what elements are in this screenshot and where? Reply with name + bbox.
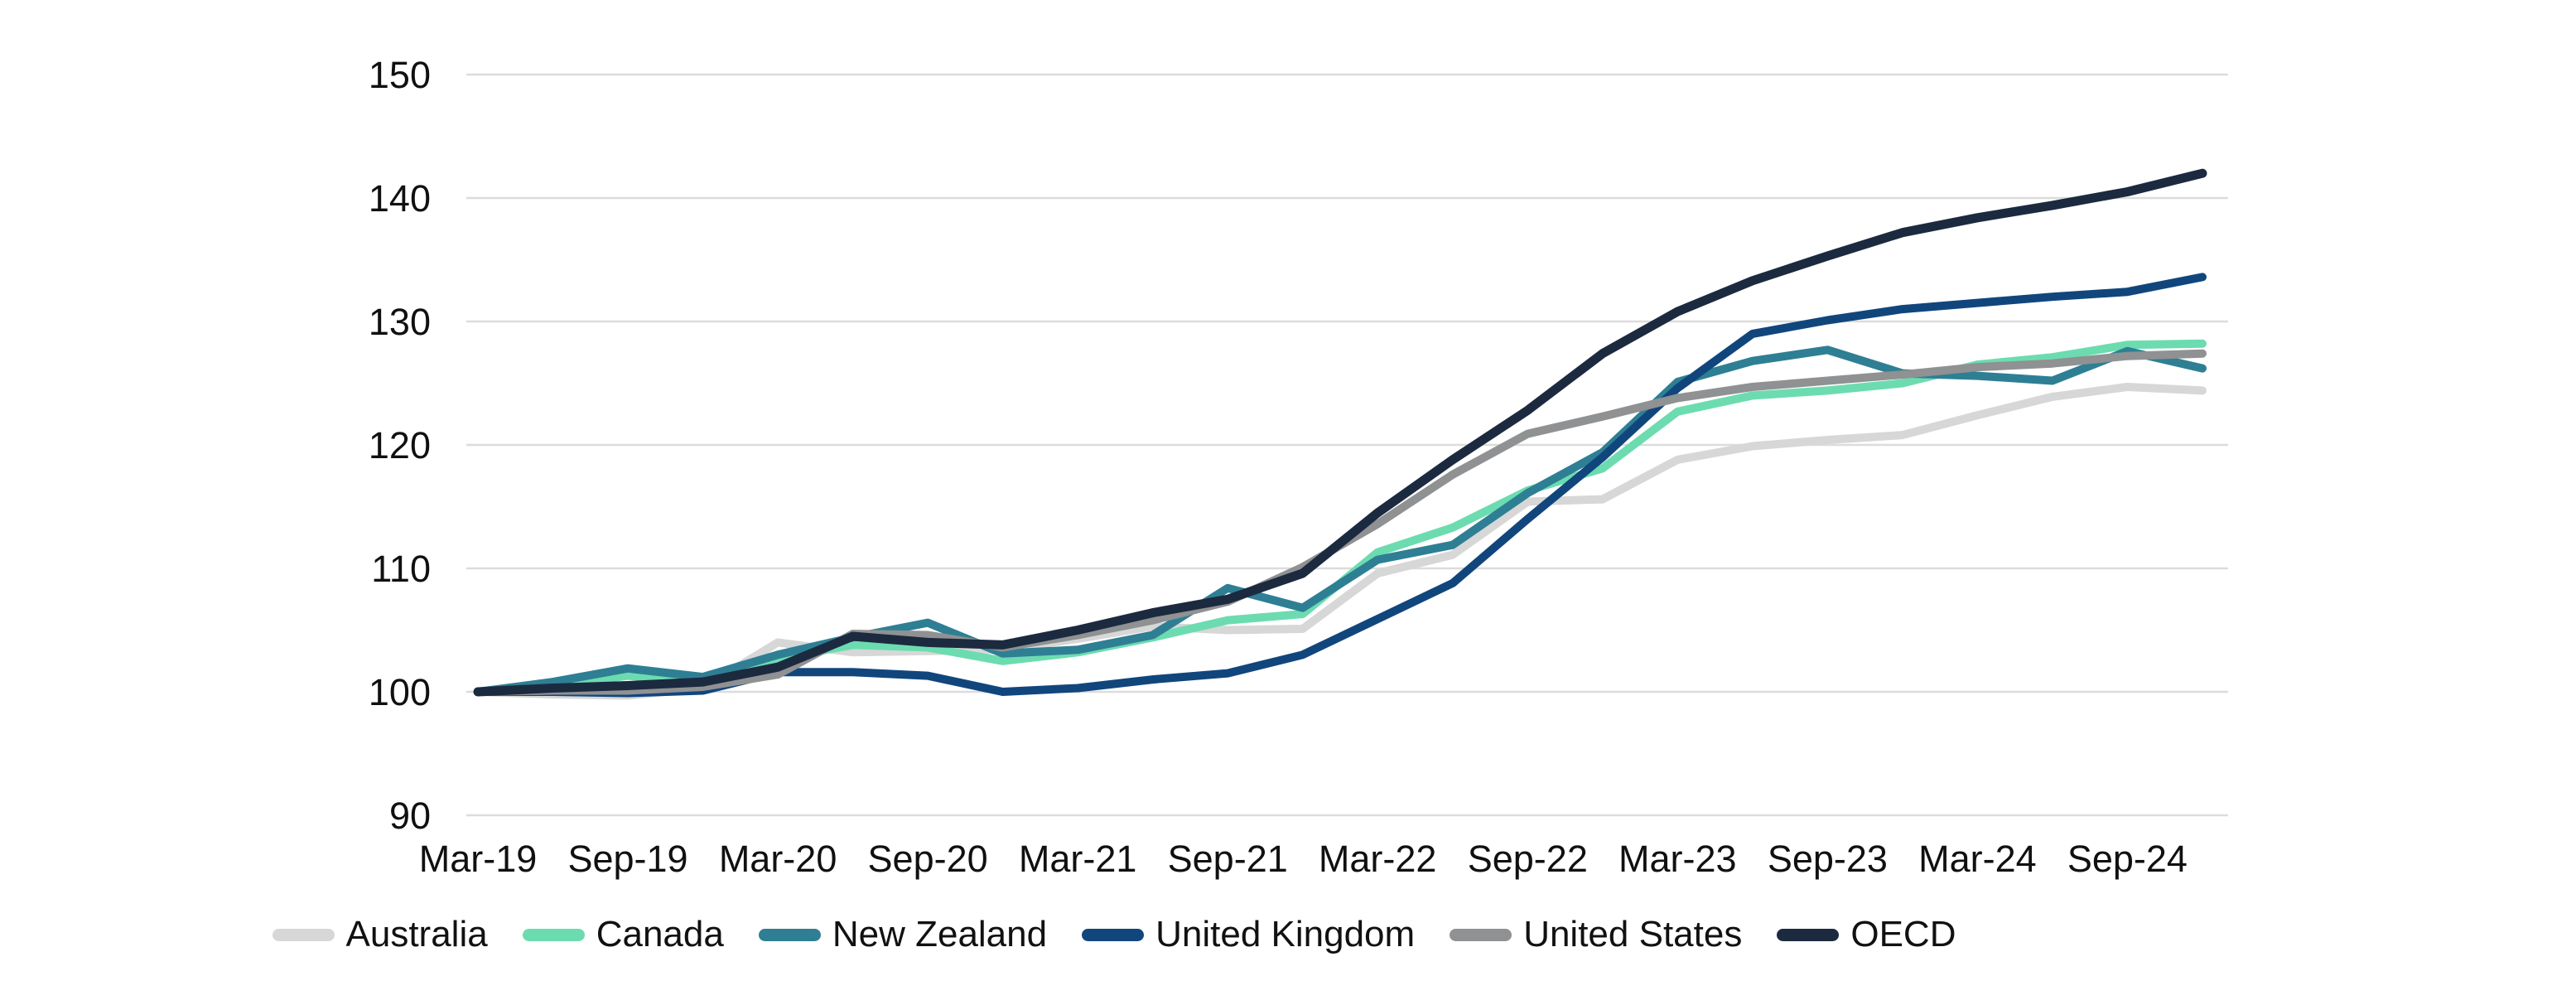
x-tick-label-mar-21: Mar-21 — [1019, 838, 1137, 880]
y-tick-label-90: 90 — [389, 795, 431, 837]
series-line-oecd — [473, 168, 2207, 697]
y-tick-label-120: 120 — [369, 424, 431, 466]
legend-item-oecd: OECD — [1777, 914, 1956, 955]
legend-swatch-australia — [272, 928, 335, 941]
legend-label-canada: Canada — [596, 914, 724, 954]
legend-swatch-united-states — [1450, 928, 1512, 941]
series-line-united-kingdom — [474, 273, 2207, 698]
y-tick-label-110: 110 — [371, 548, 431, 590]
legend-label-united-kingdom: United Kingdom — [1155, 914, 1416, 954]
x-tick-label-mar-23: Mar-23 — [1618, 838, 1737, 880]
x-tick-label-sep-22: Sep-22 — [1468, 838, 1588, 880]
legend-item-australia: Australia — [272, 914, 488, 955]
legend-label-united-states: United States — [1523, 914, 1743, 954]
y-tick-label-100: 100 — [369, 671, 431, 713]
x-tick-label-sep-23: Sep-23 — [1768, 838, 1888, 880]
legend-item-canada: Canada — [522, 914, 724, 955]
y-tick-label-140: 140 — [369, 177, 431, 220]
legend-swatch-canada — [522, 928, 585, 941]
legend-label-australia: Australia — [345, 914, 488, 954]
legend-swatch-oecd — [1777, 928, 1840, 941]
x-tick-label-mar-22: Mar-22 — [1319, 838, 1437, 880]
legend: Australia Canada New Zealand United Kingdom… — [0, 914, 2228, 955]
x-tick-label-sep-24: Sep-24 — [2067, 838, 2188, 880]
y-tick-label-130: 130 — [369, 301, 431, 343]
series-line-australia — [474, 383, 2207, 700]
x-tick-label-mar-19: Mar-19 — [419, 838, 538, 880]
x-tick-label-sep-20: Sep-20 — [868, 838, 988, 880]
legend-item-new-zealand: New Zealand — [758, 914, 1048, 955]
x-tick-label-sep-21: Sep-21 — [1168, 838, 1288, 880]
legend-label-oecd: OECD — [1850, 914, 1956, 954]
x-tick-label-mar-24: Mar-24 — [1918, 838, 2037, 880]
legend-swatch-united-kingdom — [1082, 928, 1145, 941]
legend-item-united-kingdom: United Kingdom — [1082, 914, 1415, 955]
legend-label-new-zealand: New Zealand — [832, 914, 1048, 954]
y-tick-label-150: 150 — [369, 54, 431, 96]
x-tick-label-mar-20: Mar-20 — [719, 838, 837, 880]
x-tick-label-sep-19: Sep-19 — [567, 838, 687, 880]
legend-swatch-new-zealand — [758, 928, 821, 941]
legend-item-united-states: United States — [1450, 914, 1742, 955]
